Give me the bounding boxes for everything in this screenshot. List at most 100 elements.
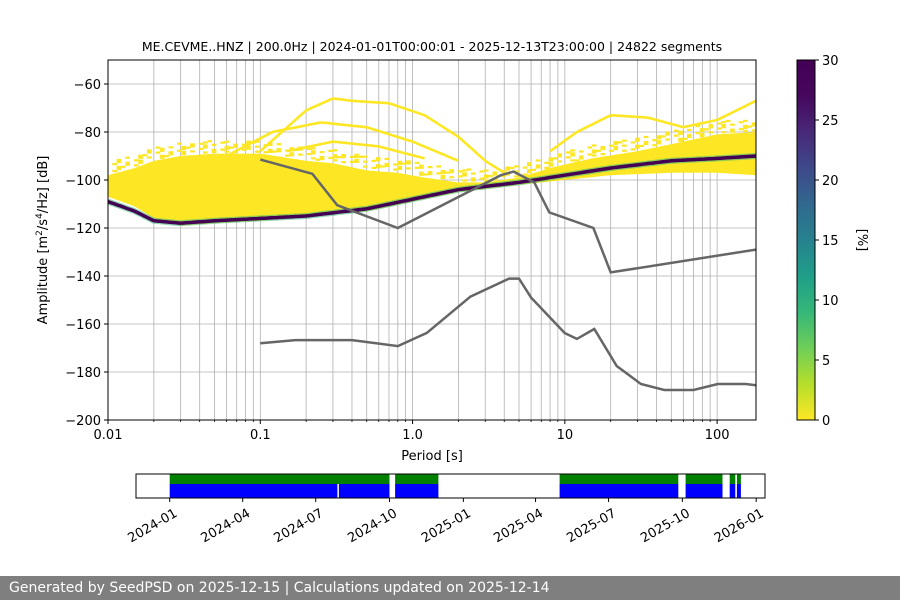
density-pixel — [337, 156, 342, 159]
density-pixel — [168, 153, 174, 156]
psd-figure: ME.CEVME..HNZ | 200.0Hz | 2024-01-01T00:… — [35, 39, 869, 546]
density-pixel — [708, 131, 714, 134]
density-pixel — [527, 164, 532, 167]
density-pixel — [591, 154, 597, 157]
availability-tick-label: 2024-01 — [126, 506, 181, 546]
density-pixel — [591, 151, 597, 154]
density-pixel — [661, 135, 666, 138]
density-pixel — [116, 160, 122, 164]
colorbar-ticks: 0 5 10 15 20 25 30 — [815, 54, 839, 429]
density-pixel — [483, 179, 489, 182]
density-pixel — [190, 150, 195, 153]
density-pixel — [125, 156, 130, 159]
density-pixel — [190, 143, 195, 146]
density-pixel — [699, 133, 705, 136]
density-pixel — [522, 166, 528, 169]
density-pixel — [673, 129, 679, 132]
density-pixel — [211, 143, 217, 146]
density-pixel — [565, 151, 571, 154]
availability-top-bar — [736, 474, 741, 484]
density-pixel — [177, 149, 182, 152]
density-pixel — [483, 176, 489, 179]
density-pixel — [419, 166, 424, 169]
density-pixel — [462, 169, 467, 172]
density-pixel — [557, 153, 562, 156]
density-pixel — [285, 154, 290, 157]
density-pixel — [730, 128, 735, 131]
density-pixel — [220, 141, 225, 144]
density-pixel — [233, 145, 238, 148]
density-pixel — [159, 149, 165, 152]
y-tick-label: −120 — [65, 222, 101, 237]
y-axis-ticks: −60 −80 −100 −120 −140 −160 −180 −200 — [65, 78, 108, 429]
density-pixel — [570, 152, 575, 155]
y-axis-label-part2: /s — [36, 219, 51, 230]
density-pixel — [665, 133, 670, 136]
density-pixel — [578, 157, 584, 160]
outlier-psd-curve — [286, 140, 425, 160]
density-pixel — [406, 160, 411, 163]
density-pixel — [630, 148, 636, 151]
density-pixel — [138, 156, 143, 159]
density-pixel — [332, 156, 338, 159]
availability-top-bar — [395, 474, 439, 484]
density-pixel — [514, 165, 519, 168]
density-pixel — [462, 174, 467, 177]
availability-top-bar — [169, 474, 390, 484]
density-pixel — [548, 157, 554, 160]
density-pixel — [470, 179, 476, 182]
mode-line — [108, 154, 756, 225]
density-pixel — [436, 165, 441, 168]
y-tick-label: −160 — [65, 318, 101, 333]
density-pixel — [224, 150, 230, 153]
density-pixel — [440, 171, 446, 175]
density-pixel — [578, 150, 584, 153]
density-pixel — [686, 133, 692, 136]
density-pixel — [686, 135, 692, 138]
density-pixel — [652, 144, 657, 147]
density-pixel — [440, 176, 446, 180]
density-pixel — [462, 179, 467, 182]
density-pixel — [600, 148, 606, 151]
colorbar-tick-label: 5 — [822, 354, 830, 369]
density-pixel — [600, 146, 606, 149]
density-pixel — [181, 150, 187, 154]
density-pixel — [751, 122, 756, 125]
density-pixel — [678, 132, 683, 135]
density-pixel — [570, 159, 575, 162]
availability-strip: 2024-01 2024-04 2024-07 2024-10 2025-01 2025-… — [126, 473, 767, 546]
density-pixel — [371, 159, 377, 162]
availability-tick-label: 2026-01 — [712, 506, 767, 546]
density-pixel — [527, 171, 532, 174]
density-pixel — [198, 147, 204, 150]
density-pixel — [138, 161, 143, 164]
density-pixel — [133, 164, 139, 167]
density-pixel — [319, 156, 325, 159]
density-pixel — [527, 162, 532, 165]
density-pixel — [121, 165, 126, 168]
density-pixel — [229, 146, 234, 149]
density-pixel — [717, 127, 722, 130]
density-pixel — [708, 124, 714, 127]
x-tick-label: 100 — [705, 428, 730, 443]
density-pixel — [591, 144, 597, 147]
density-pixel — [557, 155, 562, 158]
density-pixel — [449, 171, 454, 174]
density-pixel — [112, 163, 117, 166]
density-pixel — [574, 159, 580, 162]
outlier-psd-curve — [225, 121, 459, 163]
availability-top-bar — [559, 474, 679, 484]
density-pixel — [591, 149, 597, 152]
density-pixel — [686, 128, 692, 131]
density-pixel — [721, 124, 727, 127]
density-pixel — [358, 155, 364, 158]
density-pixel — [656, 140, 662, 143]
density-pixel — [665, 138, 670, 141]
density-pixel — [332, 159, 338, 162]
density-pixel — [289, 154, 295, 157]
density-pixel — [224, 147, 230, 150]
density-pixel — [440, 174, 446, 178]
density-pixel — [207, 140, 213, 143]
density-pixel — [397, 160, 403, 163]
density-pixel — [289, 147, 295, 150]
